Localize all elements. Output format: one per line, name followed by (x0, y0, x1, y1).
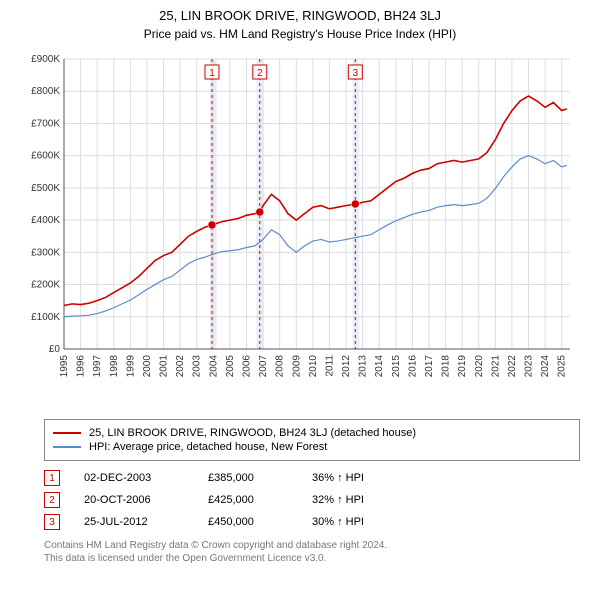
svg-text:2009: 2009 (291, 355, 302, 378)
chart-subtitle: Price paid vs. HM Land Registry's House … (0, 23, 600, 49)
legend-row: 25, LIN BROOK DRIVE, RINGWOOD, BH24 3LJ … (53, 426, 571, 440)
svg-text:£200K: £200K (31, 280, 60, 291)
footer-attribution: Contains HM Land Registry data © Crown c… (44, 539, 580, 565)
sale-marker-number: 2 (44, 492, 60, 508)
svg-text:2008: 2008 (275, 355, 286, 378)
svg-text:£100K: £100K (31, 312, 60, 323)
legend-box: 25, LIN BROOK DRIVE, RINGWOOD, BH24 3LJ … (44, 419, 580, 461)
svg-text:1995: 1995 (59, 355, 70, 378)
svg-text:1999: 1999 (125, 355, 136, 378)
legend-label: HPI: Average price, detached house, New … (89, 441, 327, 453)
svg-text:2004: 2004 (208, 355, 219, 378)
svg-text:2003: 2003 (192, 355, 203, 378)
svg-text:2020: 2020 (474, 355, 485, 378)
footer-line-2: This data is licensed under the Open Gov… (44, 552, 580, 565)
svg-text:2024: 2024 (540, 355, 551, 378)
sales-table: 1 02-DEC-2003 £385,000 36% ↑ HPI 2 20-OCT-200… (44, 467, 580, 533)
svg-text:2012: 2012 (341, 355, 352, 378)
svg-text:2025: 2025 (557, 355, 568, 378)
svg-text:1: 1 (209, 68, 215, 79)
svg-text:2014: 2014 (374, 355, 385, 378)
svg-text:2019: 2019 (457, 355, 468, 378)
svg-text:2016: 2016 (407, 355, 418, 378)
sales-row: 2 20-OCT-2006 £425,000 32% ↑ HPI (44, 489, 580, 511)
sale-date: 25-JUL-2012 (84, 516, 184, 528)
svg-text:2006: 2006 (241, 355, 252, 378)
svg-text:2021: 2021 (490, 355, 501, 378)
sales-row: 3 25-JUL-2012 £450,000 30% ↑ HPI (44, 511, 580, 533)
legend-label: 25, LIN BROOK DRIVE, RINGWOOD, BH24 3LJ … (89, 427, 416, 439)
svg-text:2007: 2007 (258, 355, 269, 378)
svg-text:2022: 2022 (507, 355, 518, 378)
svg-text:2000: 2000 (142, 355, 153, 378)
svg-text:1996: 1996 (76, 355, 87, 378)
sale-delta: 30% ↑ HPI (312, 516, 364, 528)
svg-text:2002: 2002 (175, 355, 186, 378)
sale-marker-number: 1 (44, 470, 60, 486)
svg-text:£700K: £700K (31, 118, 60, 129)
sale-price: £385,000 (208, 472, 288, 484)
svg-text:£900K: £900K (31, 54, 60, 65)
chart-area: £0 £100K £200K £300K £400K £500K £600K £700K £80… (20, 49, 580, 409)
svg-text:£500K: £500K (31, 183, 60, 194)
svg-text:2018: 2018 (441, 355, 452, 378)
svg-text:2013: 2013 (358, 355, 369, 378)
footer-line-1: Contains HM Land Registry data © Crown c… (44, 539, 580, 552)
svg-text:3: 3 (353, 68, 359, 79)
svg-text:2011: 2011 (324, 355, 335, 377)
sale-marker-number: 3 (44, 514, 60, 530)
svg-text:2023: 2023 (524, 355, 535, 378)
svg-text:£800K: £800K (31, 86, 60, 97)
svg-text:£300K: £300K (31, 247, 60, 258)
svg-text:1998: 1998 (109, 355, 120, 378)
svg-text:2010: 2010 (308, 355, 319, 378)
sale-price: £450,000 (208, 516, 288, 528)
chart-title: 25, LIN BROOK DRIVE, RINGWOOD, BH24 3LJ (0, 0, 600, 23)
svg-text:2001: 2001 (159, 355, 170, 378)
svg-text:2005: 2005 (225, 355, 236, 378)
svg-text:1997: 1997 (92, 355, 103, 378)
svg-text:£400K: £400K (31, 215, 60, 226)
svg-text:£600K: £600K (31, 151, 60, 162)
legend-row: HPI: Average price, detached house, New … (53, 440, 571, 454)
svg-text:2017: 2017 (424, 355, 435, 378)
sale-delta: 36% ↑ HPI (312, 472, 364, 484)
sale-price: £425,000 (208, 494, 288, 506)
svg-text:2: 2 (257, 68, 263, 79)
sale-date: 02-DEC-2003 (84, 472, 184, 484)
line-chart-svg: £0 £100K £200K £300K £400K £500K £600K £700K £80… (20, 49, 580, 409)
legend-swatch (53, 432, 81, 434)
svg-text:£0: £0 (49, 344, 61, 355)
svg-text:2015: 2015 (391, 355, 402, 378)
sale-delta: 32% ↑ HPI (312, 494, 364, 506)
legend-swatch (53, 446, 81, 448)
sales-row: 1 02-DEC-2003 £385,000 36% ↑ HPI (44, 467, 580, 489)
sale-date: 20-OCT-2006 (84, 494, 184, 506)
